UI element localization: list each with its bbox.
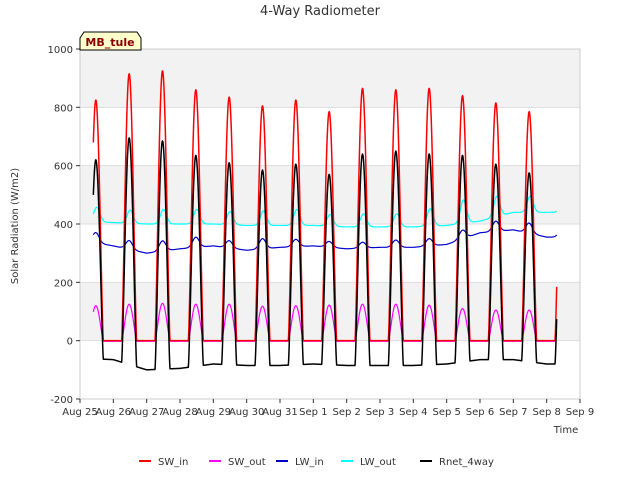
x-tick-label: Aug 30 [229, 407, 264, 418]
x-tick-label: Aug 31 [262, 407, 297, 418]
legend-label-sw-out: SW_out [228, 457, 266, 468]
x-tick-label: Sep 4 [399, 407, 427, 418]
legend-label-lw-out: LW_out [360, 457, 396, 468]
plot-band [80, 49, 580, 108]
x-tick-label: Sep 9 [566, 407, 594, 418]
x-tick-label: Aug 26 [96, 407, 131, 418]
legend-label-sw-in: SW_in [158, 457, 188, 468]
y-tick-label: 800 [54, 103, 73, 114]
x-tick-label: Sep 1 [299, 407, 327, 418]
x-tick-label: Aug 29 [196, 407, 231, 418]
y-axis: -200 0 200 400 600 800 1000 [48, 45, 80, 406]
series-layer [92, 70, 558, 371]
legend-label-lw-in: LW_in [295, 457, 324, 468]
chart-title: 4-Way Radiometer [260, 4, 381, 19]
x-tick-label: Sep 2 [332, 407, 360, 418]
site-tag-label: MB_tule [85, 36, 134, 49]
y-tick-label: 0 [67, 337, 73, 348]
y-tick-label: 200 [54, 278, 73, 289]
x-tick-label: Sep 6 [466, 407, 494, 418]
site-tag-box [79, 31, 142, 51]
x-tick-label: Sep 3 [366, 407, 394, 418]
site-tag: MB_tule [79, 31, 142, 51]
x-tick-label: Sep 7 [499, 407, 527, 418]
series-line-rnet-4way [92, 137, 558, 371]
series-line-sw-in [92, 70, 558, 342]
plot-background-bands [80, 49, 580, 341]
y-tick-label: 1000 [48, 45, 73, 56]
legend: SW_in SW_out LW_in LW_out Rnet_4way [139, 457, 494, 468]
x-tick-label: Aug 25 [62, 407, 97, 418]
y-tick-label: -200 [50, 395, 73, 406]
y-tick-label: 400 [54, 220, 73, 231]
x-tick-label: Aug 28 [162, 407, 197, 418]
x-tick-label: Aug 27 [129, 407, 164, 418]
legend-label-rnet-4way: Rnet_4way [439, 457, 494, 468]
y-axis-label: Solar Radiation (W/m2) [10, 168, 21, 284]
x-tick-label: Sep 8 [532, 407, 560, 418]
y-tick-label: 600 [54, 162, 73, 173]
x-axis-label: Time [553, 425, 578, 436]
x-tick-label: Sep 5 [432, 407, 460, 418]
